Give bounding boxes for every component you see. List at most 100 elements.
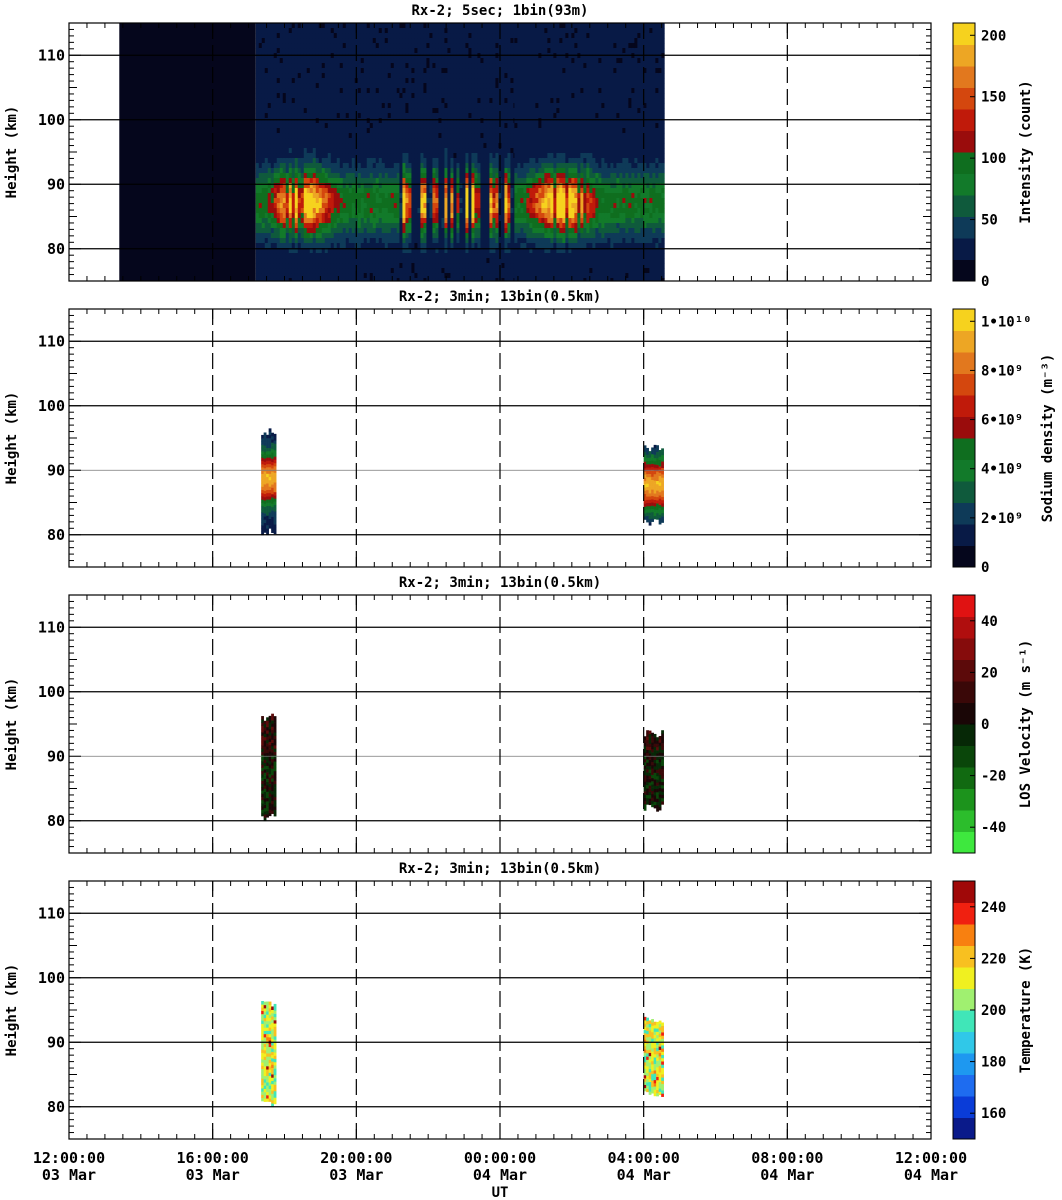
heatmap-cell: [529, 208, 533, 214]
heatmap-cell: [315, 153, 320, 159]
heatmap-cell: [438, 238, 442, 244]
heatmap-cell: [381, 58, 386, 64]
heatmap-cell: [270, 278, 275, 281]
heatmap-cell: [408, 43, 412, 49]
heatmap-cell: [523, 173, 527, 179]
heatmap-cell: [483, 103, 487, 109]
heatmap-cell: [291, 118, 296, 124]
heatmap-cell: [459, 48, 463, 54]
heatmap-cell: [444, 248, 448, 254]
heatmap-cell: [318, 103, 323, 109]
heatmap-cell: [538, 248, 542, 254]
heatmap-cell: [333, 63, 338, 69]
heatmap-cell: [453, 108, 457, 114]
heatmap-cell: [504, 263, 508, 269]
heatmap-cell: [504, 38, 508, 44]
heatmap-cell: [438, 228, 442, 234]
heatmap-cell: [529, 258, 533, 264]
heatmap-cell: [264, 273, 269, 279]
heatmap-cell: [441, 253, 445, 259]
heatmap-cell: [360, 123, 365, 129]
heatmap-cell: [420, 148, 424, 154]
heatmap-cell: [342, 83, 347, 89]
heatmap-cell: [501, 138, 505, 144]
heatmap-cell: [420, 193, 424, 199]
heatmap-cell: [517, 203, 521, 209]
heatmap-cell: [345, 153, 350, 159]
heatmap-cell: [264, 143, 269, 149]
heatmap-cell: [294, 193, 299, 199]
heatmap-cell: [447, 98, 451, 104]
heatmap-cell: [517, 228, 521, 234]
heatmap-cell: [423, 43, 427, 49]
heatmap-cell: [393, 178, 398, 184]
heatmap-cell: [507, 188, 511, 194]
heatmap-cell: [255, 203, 260, 209]
heatmap-cell: [291, 208, 296, 214]
heatmap-cell: [279, 193, 284, 199]
heatmap-cell: [529, 248, 533, 254]
heatmap-cell: [321, 278, 326, 281]
heatmap-cell: [426, 103, 430, 109]
heatmap-cell: [375, 23, 380, 29]
heatmap-cell: [532, 68, 536, 74]
heatmap-cell: [324, 278, 329, 281]
heatmap-cell: [270, 153, 275, 159]
heatmap-cell: [411, 273, 415, 279]
heatmap-cell: [468, 208, 472, 214]
heatmap-cell: [273, 183, 278, 189]
heatmap-cell: [348, 163, 353, 169]
heatmap-cell: [381, 173, 386, 179]
heatmap-cell: [514, 248, 518, 254]
heatmap-cell: [444, 78, 448, 84]
heatmap-cell: [535, 78, 539, 84]
heatmap-cell: [517, 138, 521, 144]
heatmap-cell: [330, 63, 335, 69]
heatmap-cell: [303, 198, 308, 204]
heatmap-cell: [514, 103, 518, 109]
heatmap-cell: [420, 218, 424, 224]
heatmap-cell: [276, 168, 281, 174]
heatmap-cell: [486, 88, 490, 94]
heatmap-cell: [390, 223, 395, 229]
heatmap-cell: [384, 23, 389, 29]
heatmap-cell: [532, 98, 536, 104]
heatmap-cell: [411, 198, 415, 204]
heatmap-cell: [345, 73, 350, 79]
heatmap-cell: [441, 63, 445, 69]
heatmap-cell: [423, 203, 427, 209]
heatmap-cell: [483, 268, 487, 274]
heatmap-cell: [535, 253, 539, 259]
heatmap-cell: [285, 213, 290, 219]
heatmap-cell: [486, 113, 490, 119]
heatmap-cell: [414, 108, 418, 114]
heatmap-cell: [462, 68, 466, 74]
heatmap-cell: [396, 33, 401, 39]
heatmap-cell: [474, 163, 478, 169]
heatmap-cell: [426, 183, 430, 189]
heatmap-cell: [255, 143, 260, 149]
heatmap-cell: [363, 218, 368, 224]
heatmap-cell: [405, 198, 409, 204]
heatmap-cell: [384, 58, 389, 64]
heatmap-cell: [435, 58, 439, 64]
heatmap-cell: [420, 263, 424, 269]
heatmap-cell: [330, 133, 335, 139]
heatmap-cell: [372, 158, 377, 164]
heatmap-cell: [285, 193, 290, 199]
heatmap-cell: [514, 73, 518, 79]
heatmap-cell: [535, 213, 539, 219]
heatmap-cell: [420, 258, 424, 264]
heatmap-cell: [435, 198, 439, 204]
heatmap-cell: [372, 178, 377, 184]
heatmap-cell: [291, 218, 296, 224]
heatmap-cell: [399, 138, 403, 144]
heatmap-cell: [261, 233, 266, 239]
heatmap-cell: [405, 38, 409, 44]
heatmap-cell: [495, 138, 499, 144]
heatmap-cell: [504, 113, 508, 119]
heatmap-cell: [429, 203, 433, 209]
heatmap-cell: [529, 118, 533, 124]
heatmap-cell: [291, 198, 296, 204]
